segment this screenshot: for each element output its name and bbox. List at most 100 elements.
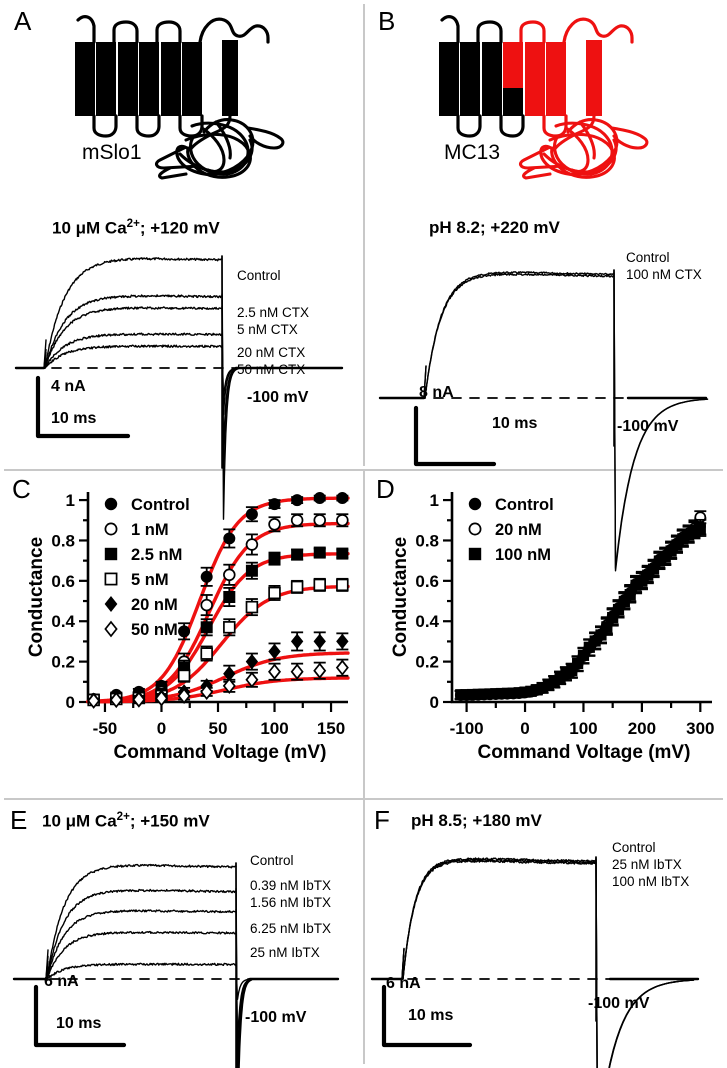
panel-b-scale-current: 8 nA xyxy=(419,384,454,401)
panel-e-trace-label-4: 25 nM IbTX xyxy=(250,945,320,960)
panel-f-trace-label-1: 25 nM IbTX xyxy=(612,857,682,872)
panel-a-current-traces xyxy=(14,255,344,520)
y-tick-label: 0.2 xyxy=(415,653,439,672)
y-axis-title: Conductance xyxy=(26,537,47,657)
divider-vertical-bottom xyxy=(363,799,365,1064)
x-tick-label: -100 xyxy=(450,719,484,738)
series-2 xyxy=(455,522,706,701)
legend-label: Control xyxy=(131,496,190,514)
panel-a-condition-post: ; +120 mV xyxy=(139,218,220,238)
panel-a-scale-current: 4 nA xyxy=(51,378,86,395)
panel-b: B xyxy=(364,0,727,572)
chart-legend: Control 1 nM 2.5 nM 5 nM 20 nM 50 nM xyxy=(104,496,190,639)
y-tick-label: 0.8 xyxy=(415,531,439,550)
panel-b-scale-time: 10 ms xyxy=(492,415,538,432)
panel-f-tail-label: -100 mV xyxy=(588,995,650,1012)
panel-b-current-traces xyxy=(378,269,709,572)
panel-a-condition-sup: 2+ xyxy=(126,218,140,230)
panel-f-label: F xyxy=(374,805,390,835)
panel-e-label: E xyxy=(10,805,28,835)
panel-f-scale-current: 6 nA xyxy=(386,975,421,992)
panel-e-condition-pre: 10 μM Ca xyxy=(42,811,117,831)
divider-horizontal-lower xyxy=(4,798,723,800)
y-tick-label: 0 xyxy=(66,693,75,712)
x-axis-title: Command Voltage (mV) xyxy=(478,742,691,763)
x-tick-label: 150 xyxy=(317,719,345,738)
panel-a-trace-label-0: Control xyxy=(237,268,281,283)
panel-a-topology-name: mSlo1 xyxy=(82,141,142,164)
panel-a-label: A xyxy=(14,6,32,36)
panel-e-condition-sup: 2+ xyxy=(116,811,130,823)
panel-a-scale-time: 10 ms xyxy=(51,410,97,427)
panel-a-trace-label-3: 20 nM CTX xyxy=(237,345,306,360)
panel-d-conductance-chart[interactable]: 0 0.2 0.4 0.6 0.8 1 -100 0 100 200 300 Command Volt… xyxy=(364,470,727,798)
panel-e-trace-label-2: 1.56 nM IbTX xyxy=(250,895,332,910)
x-tick-label: 0 xyxy=(520,719,529,738)
y-tick-label: 0.6 xyxy=(415,572,439,591)
panel-f-scale-time: 10 ms xyxy=(408,1007,454,1024)
panel-e-tail-label: -100 mV xyxy=(245,1009,307,1026)
y-tick-label: 0 xyxy=(430,693,439,712)
y-tick-label: 0.6 xyxy=(51,572,75,591)
legend-label: Control xyxy=(495,496,554,514)
series-5 xyxy=(87,659,349,709)
x-tick-label: 0 xyxy=(157,719,166,738)
panel-a-tail-label: -100 mV xyxy=(247,389,309,406)
x-tick-label: 200 xyxy=(628,719,656,738)
panel-e-trace-label-0: Control xyxy=(250,853,294,868)
panel-b-tail-label: -100 mV xyxy=(617,418,679,435)
panel-f-trace-label-2: 100 nM IbTX xyxy=(612,874,690,889)
panel-b-topology-name: MC13 xyxy=(444,141,501,164)
panel-e-current-traces xyxy=(12,862,340,1068)
panel-e-condition-post: ; +150 mV xyxy=(129,811,210,831)
panel-a-trace-label-1: 2.5 nM CTX xyxy=(237,305,310,320)
legend-label: 1 nM xyxy=(131,521,169,539)
legend-label: 20 nM xyxy=(131,596,178,614)
x-tick-label: 50 xyxy=(209,719,228,738)
y-tick-label: 1 xyxy=(66,491,75,510)
panel-a-condition-pre: 10 μM Ca xyxy=(52,218,127,238)
x-tick-label: 100 xyxy=(569,719,597,738)
panel-a: A xyxy=(0,0,363,520)
panel-b-trace-label-0: Control xyxy=(626,250,670,265)
x-tick-label: -50 xyxy=(93,719,118,738)
panel-c-conductance-chart[interactable]: 0 0.2 0.4 0.6 0.8 1 -50 0 50 100 150 Command Voltag… xyxy=(0,470,363,798)
panel-d: D 0 0.2 0.4 0.6 0.8 1 -100 0 100 200 300 Command Vo… xyxy=(364,470,727,798)
divider-vertical-top xyxy=(363,4,365,466)
y-tick-label: 0.2 xyxy=(51,653,75,672)
mslo1-topology-diagram xyxy=(75,15,285,180)
panel-b-condition: pH 8.2; +220 mV xyxy=(429,218,560,237)
legend-label: 2.5 nM xyxy=(131,546,182,564)
panel-f: F pH 8.5; +180 mV Control 25 nM IbTX 100… xyxy=(364,799,727,1068)
panel-e-scale-current: 6 nA xyxy=(44,973,79,990)
panel-e-scale-time: 10 ms xyxy=(56,1015,102,1032)
panel-a-trace-label-2: 5 nM CTX xyxy=(237,322,298,337)
panel-f-current-traces xyxy=(370,856,700,1068)
panel-c: C 0 0.2 0.4 0.6 0.8 1 -50 0 50 100 150 Command Volt… xyxy=(0,470,363,798)
series-3 xyxy=(87,578,349,707)
panel-d-label: D xyxy=(376,474,395,504)
legend-label: 20 nM xyxy=(495,521,542,539)
x-tick-label: 100 xyxy=(260,719,288,738)
y-tick-label: 1 xyxy=(430,491,439,510)
y-tick-label: 0.4 xyxy=(51,612,75,631)
legend-label: 5 nM xyxy=(131,571,169,589)
divider-vertical-mid xyxy=(363,470,365,798)
panel-b-label: B xyxy=(378,6,396,36)
y-tick-label: 0.4 xyxy=(415,612,439,631)
y-tick-label: 0.8 xyxy=(51,531,75,550)
chart-legend: Control 20 nM 100 nM xyxy=(468,496,554,564)
x-tick-label: 300 xyxy=(686,719,714,738)
panel-e-trace-label-1: 0.39 nM IbTX xyxy=(250,878,332,893)
panel-e-trace-label-3: 6.25 nM IbTX xyxy=(250,921,332,936)
legend-label: 100 nM xyxy=(495,546,551,564)
panel-a-trace-label-4: 50 nM CTX xyxy=(237,362,306,377)
panel-b-trace-label-1: 100 nM CTX xyxy=(626,267,702,282)
x-axis-title: Command Voltage (mV) xyxy=(114,742,327,763)
legend-label: 50 nM xyxy=(131,621,178,639)
panel-f-condition: pH 8.5; +180 mV xyxy=(411,811,542,830)
mc13-topology-diagram xyxy=(439,15,649,180)
panel-c-label: C xyxy=(12,474,31,504)
divider-horizontal-upper xyxy=(4,469,723,471)
